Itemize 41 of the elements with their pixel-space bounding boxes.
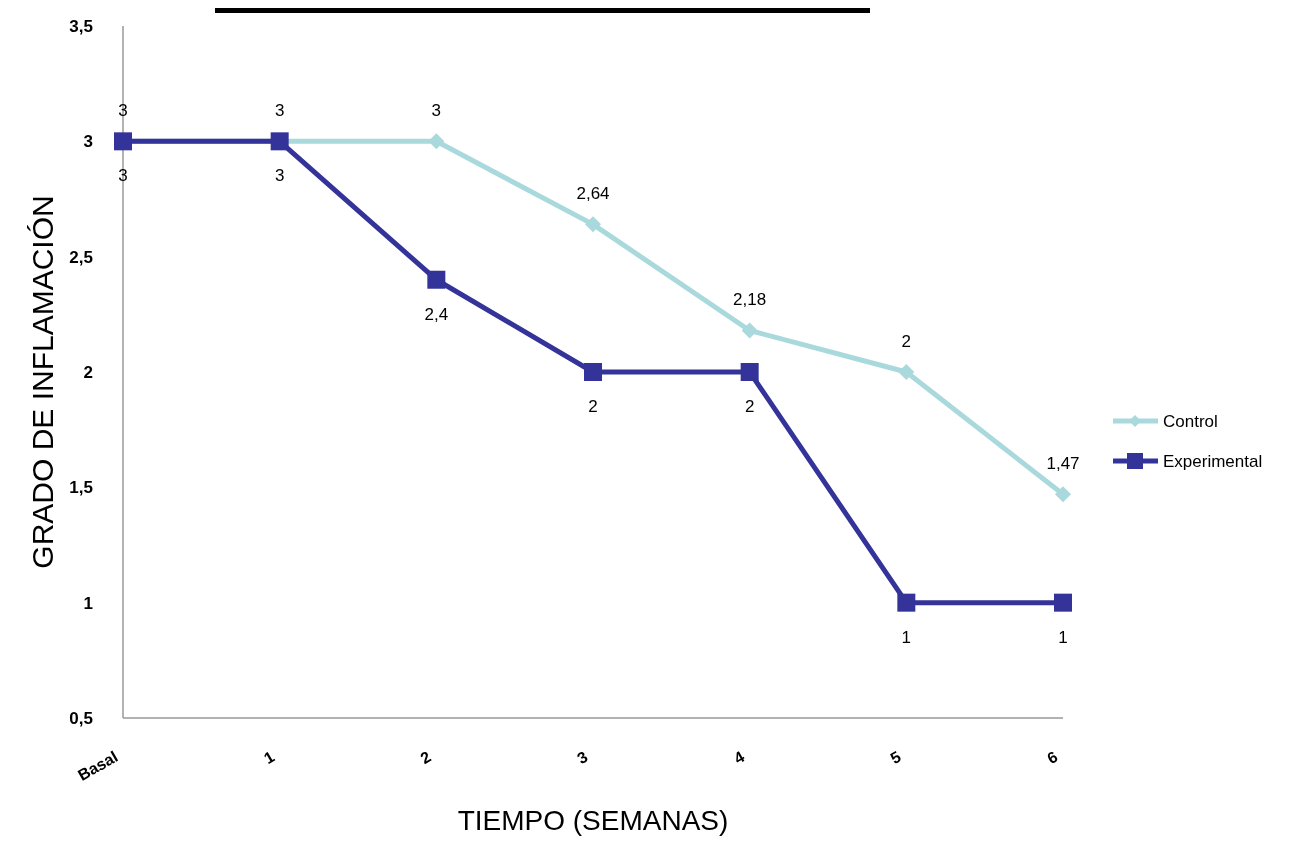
point <box>427 270 446 289</box>
data-label: 3 <box>274 166 285 186</box>
x-tick-label: 3 <box>574 747 591 768</box>
y-tick-label: 1,5 <box>69 478 93 498</box>
point <box>897 593 916 612</box>
data-label: 1 <box>901 627 912 647</box>
data-label: 3 <box>274 101 285 121</box>
data-label: 2,4 <box>424 304 449 324</box>
data-label: 1 <box>1058 627 1068 647</box>
y-tick-label: 2,5 <box>69 247 93 267</box>
point <box>898 364 915 380</box>
x-axis-title: TIEMPO (SEMANAS) <box>457 805 729 836</box>
legend-label: Control <box>1163 412 1218 431</box>
data-label: 2 <box>744 397 755 416</box>
point <box>428 133 445 150</box>
y-tick-label: 3,5 <box>69 17 93 36</box>
data-label: 3 <box>431 101 442 121</box>
data-label: 3 <box>118 101 128 121</box>
data-label: 2,64 <box>576 184 610 204</box>
x-tick-label: 4 <box>730 747 748 768</box>
point <box>1055 486 1071 503</box>
x-tick-label: 1 <box>260 747 278 768</box>
x-tick-label: 6 <box>1044 747 1061 768</box>
point <box>740 363 759 381</box>
y-tick-label: 0,5 <box>69 709 93 728</box>
point <box>584 363 602 381</box>
point <box>741 322 758 339</box>
x-tick-label: 5 <box>887 747 904 768</box>
y-tick-label: 2 <box>83 363 93 382</box>
y-tick-label: 3 <box>83 132 93 152</box>
data-label: 2 <box>901 332 912 351</box>
data-label: 3 <box>118 166 128 186</box>
point <box>585 216 601 233</box>
y-tick-label: 1 <box>83 593 93 613</box>
data-label: 2 <box>588 397 598 416</box>
data-label: 1,47 <box>1046 454 1080 474</box>
y-axis-title: GRADO DE INFLAMACIÓN <box>26 195 59 569</box>
data-label: 2,18 <box>733 290 767 310</box>
x-tick-label: 2 <box>417 747 434 768</box>
point <box>1054 593 1072 612</box>
legend-label: Experimental <box>1163 452 1263 471</box>
